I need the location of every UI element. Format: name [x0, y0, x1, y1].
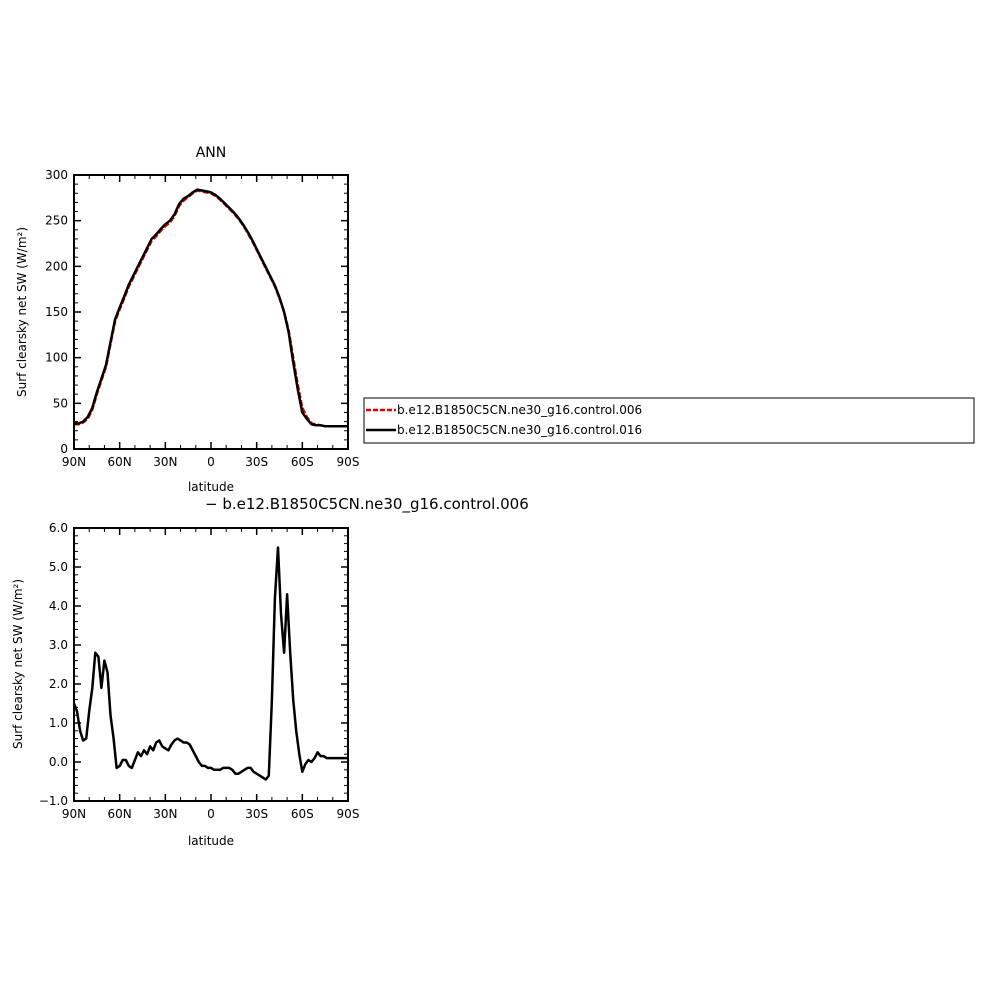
bottom-x-tick-label: 90N: [62, 807, 86, 821]
top-x-tick-label: 60S: [291, 455, 314, 469]
bottom-chart-y-axis-label: Surf clearsky net SW (W/m²): [11, 579, 25, 749]
top-x-tick-label: 30N: [153, 455, 177, 469]
top-panel: ANN 90N 60N 30N 0 30S 60S 90S 0 50 100 150 200 250 30…: [15, 145, 359, 494]
bottom-panel: − b.e12.B1850C5CN.ne30_g16.control.006 9…: [11, 495, 529, 848]
bottom-chart-lines: [72, 546, 348, 781]
top-series-line-2: [74, 188, 348, 428]
top-x-tick-label: 0: [207, 455, 215, 469]
top-x-tick-label: 60N: [108, 455, 132, 469]
legend-box: [363, 397, 975, 444]
bottom-y-tick-label: 3.0: [49, 638, 68, 652]
legend-label-series-2: b.e12.B1850C5CN.ne30_g16.control.016: [397, 423, 642, 437]
top-chart-lines: [74, 188, 348, 428]
bottom-chart-x-axis-label: latitude: [188, 834, 234, 848]
bottom-x-tick-label: 30N: [153, 807, 177, 821]
top-chart-x-axis-label: latitude: [188, 480, 234, 494]
bottom-chart-subtitle: − b.e12.B1850C5CN.ne30_g16.control.006: [205, 495, 529, 514]
bottom-x-tick-label: 60S: [291, 807, 314, 821]
top-y-tick-label: 50: [53, 396, 68, 410]
top-x-tick-label: 90N: [62, 455, 86, 469]
bottom-y-tick-label: 4.0: [49, 599, 68, 613]
bottom-y-tick-label: 1.0: [49, 716, 68, 730]
top-chart-y-axis-label: Surf clearsky net SW (W/m²): [15, 227, 29, 397]
top-y-tick-label: 150: [45, 305, 68, 319]
bottom-chart-axes: 90N 60N 30N 0 30S 60S 90S −1.0 0.0 1.0 2.0 3.0 4.0 5.…: [39, 521, 360, 821]
bottom-x-tick-label: 30S: [245, 807, 268, 821]
top-y-tick-label: 300: [45, 168, 68, 182]
bottom-y-tick-label: 2.0: [49, 677, 68, 691]
bottom-y-tick-label: 0.0: [49, 755, 68, 769]
bottom-x-tick-label: 0: [207, 807, 215, 821]
bottom-x-tick-label: 60N: [108, 807, 132, 821]
legend-label-series-1: b.e12.B1850C5CN.ne30_g16.control.006: [397, 403, 642, 417]
top-chart-axes: 90N 60N 30N 0 30S 60S 90S 0 50 100 150 200 250 300: [45, 168, 359, 469]
top-y-tick-label: 100: [45, 351, 68, 365]
top-chart-title: ANN: [196, 145, 227, 161]
top-x-tick-label: 90S: [337, 455, 360, 469]
top-y-tick-label: 0: [60, 442, 68, 456]
legend: b.e12.B1850C5CN.ne30_g16.control.006 b.e…: [363, 397, 975, 444]
top-x-tick-label: 30S: [245, 455, 268, 469]
bottom-y-tick-label: 5.0: [49, 560, 68, 574]
bottom-y-tick-label: 6.0: [49, 521, 68, 535]
top-y-tick-label: 200: [45, 259, 68, 273]
bottom-series-line-1: [72, 546, 348, 781]
top-y-tick-label: 250: [45, 214, 68, 228]
bottom-x-tick-label: 90S: [337, 807, 360, 821]
bottom-y-tick-label: −1.0: [39, 794, 68, 808]
